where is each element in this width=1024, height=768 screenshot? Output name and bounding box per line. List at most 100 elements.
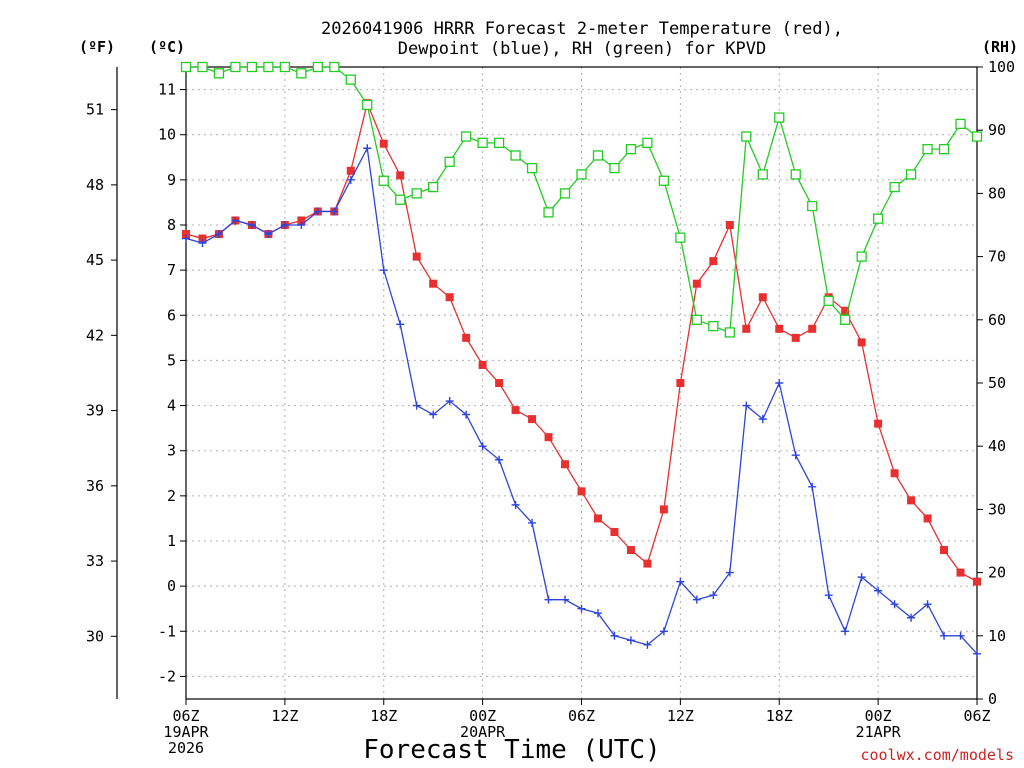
temperature-point — [775, 324, 784, 333]
celsius-tick-label: -1 — [158, 622, 176, 640]
dewpoint-point — [593, 609, 602, 618]
temperature-point — [940, 546, 949, 555]
dewpoint-point — [824, 591, 833, 600]
temperature-point — [874, 419, 883, 428]
rh-point — [807, 200, 818, 212]
dewpoint-point — [758, 415, 767, 424]
temperature-point — [379, 139, 388, 148]
time-tick-label: 06Z — [963, 707, 990, 725]
temperature-point — [445, 293, 454, 302]
celsius-tick-label: 11 — [158, 81, 176, 99]
dewpoint-point — [247, 221, 256, 229]
dewpoint-point — [379, 266, 388, 275]
temperature-point — [346, 166, 355, 175]
dewpoint-point — [330, 207, 339, 216]
dewpoint-point — [478, 442, 487, 451]
rh-point — [329, 61, 340, 73]
temperature-point — [808, 324, 817, 333]
rh-axis: 0 10 20 30 40 50 60 70 80 90 100 — [977, 58, 1015, 708]
rh-point — [197, 61, 208, 73]
celsius-tick-label: 1 — [167, 532, 176, 550]
time-tick-label: 06Z — [568, 707, 595, 725]
rh-point — [312, 61, 323, 73]
rh-point — [559, 188, 571, 199]
rh-point — [856, 251, 867, 262]
rh-point — [840, 314, 851, 325]
temperature-point — [396, 171, 405, 180]
dewpoint-point — [907, 613, 916, 622]
rh-point — [971, 131, 983, 142]
fahrenheit-tick-label: 51 — [86, 101, 104, 119]
rh-point — [757, 169, 768, 180]
rh-point — [345, 74, 356, 85]
temperature-point — [890, 469, 899, 478]
temperature-point — [462, 333, 471, 342]
temperature-point — [709, 257, 718, 266]
rh-point — [938, 144, 950, 155]
temperature-point — [758, 293, 767, 302]
time-tick-label: 12Z — [667, 707, 694, 725]
time-tick-label: 20APR — [460, 723, 506, 741]
temperature-point — [626, 546, 635, 555]
dewpoint-point — [577, 604, 586, 613]
temperature-point — [791, 333, 800, 342]
unit-label-celsius: (ºC) — [149, 38, 185, 56]
temperature-point — [841, 306, 850, 315]
temperature-point — [544, 433, 553, 442]
rh-tick-label: 80 — [988, 184, 1006, 202]
temperature-point — [198, 234, 207, 243]
time-tick-label: 00Z — [469, 707, 496, 725]
rh-point — [510, 150, 521, 161]
dewpoint-point — [313, 207, 322, 216]
temperature-point — [593, 514, 602, 523]
dewpoint-point — [412, 401, 421, 410]
rh-point — [625, 144, 637, 155]
rh-tick-label: 20 — [988, 564, 1006, 582]
dewpoint-point — [445, 397, 454, 406]
rh-point — [460, 131, 472, 142]
dewpoint-point — [692, 595, 701, 604]
fahrenheit-tick-label: 45 — [86, 251, 104, 269]
rh-point — [724, 327, 735, 338]
rh-point — [708, 320, 719, 332]
celsius-tick-label: 4 — [167, 397, 176, 415]
dewpoint-point — [956, 631, 965, 640]
rh-tick-label: 0 — [988, 690, 997, 708]
rh-point — [296, 68, 307, 79]
dewpoint-point — [659, 627, 668, 636]
fahrenheit-axis: 30 33 36 39 42 45 48 51 — [86, 101, 117, 645]
rh-point — [642, 137, 653, 148]
temperature-point — [676, 379, 685, 387]
fahrenheit-tick-label: 36 — [86, 477, 104, 495]
dewpoint-point — [709, 591, 718, 600]
rh-point — [790, 169, 801, 180]
dewpoint-point — [676, 577, 685, 586]
dewpoint-point — [528, 518, 537, 527]
fahrenheit-tick-label: 33 — [86, 552, 104, 570]
temperature-point — [857, 338, 866, 347]
dewpoint-point — [791, 451, 800, 460]
temperature-point — [528, 415, 537, 424]
x-axis-title: Forecast Time (UTC) — [363, 735, 660, 765]
dewpoint-point — [198, 239, 207, 248]
rh-point — [428, 181, 439, 193]
rh-point — [263, 61, 274, 73]
rh-tick-label: 100 — [988, 58, 1015, 76]
unit-label-fahrenheit: (ºF) — [79, 38, 115, 56]
celsius-tick-label: 6 — [167, 306, 176, 324]
rh-point — [246, 61, 258, 73]
temperature-point — [478, 360, 487, 369]
temperature-point — [297, 216, 306, 225]
temperature-point — [956, 568, 965, 577]
rh-point — [444, 156, 455, 167]
temperature-point — [742, 324, 751, 333]
rh-point — [955, 118, 966, 130]
time-tick-label: 18Z — [370, 707, 397, 725]
temperature-point — [429, 279, 438, 288]
rh-point — [691, 314, 703, 325]
dewpoint-point — [511, 500, 520, 509]
dewpoint-point — [561, 595, 570, 604]
rh-point — [741, 131, 752, 142]
dewpoint-point — [462, 410, 471, 419]
